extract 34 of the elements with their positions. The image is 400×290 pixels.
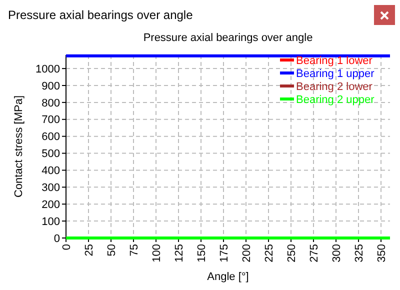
y-tick-label: 800 <box>42 97 60 110</box>
x-tick-label: 300 <box>330 244 343 262</box>
x-tick-label: 225 <box>263 244 276 262</box>
y-tick-label: 200 <box>42 198 60 211</box>
x-tick-label: 100 <box>150 244 163 262</box>
x-tick-label: 175 <box>218 244 230 262</box>
x-tick-label: 275 <box>308 244 320 262</box>
x-tick-label: 125 <box>173 244 186 262</box>
legend-label: Bearing 2 lower <box>296 80 373 93</box>
y-tick-label: 700 <box>42 114 60 126</box>
chart-title: Pressure axial bearings over angle <box>143 32 313 44</box>
y-tick-label: 0 <box>54 232 60 245</box>
y-tick-label: 500 <box>42 148 60 160</box>
x-tick-label: 200 <box>240 244 253 262</box>
y-tick-label: 400 <box>42 165 60 178</box>
x-tick-label: 350 <box>376 244 388 262</box>
x-tick-label: 75 <box>128 244 140 256</box>
x-tick-label: 25 <box>83 244 96 256</box>
x-tick-label: 150 <box>196 244 208 262</box>
y-tick-label: 100 <box>42 216 60 228</box>
y-tick-label: 900 <box>42 80 60 92</box>
x-tick-label: 325 <box>353 244 366 262</box>
legend-label: Bearing 2 upper <box>296 94 375 106</box>
x-axis-title: Angle [°] <box>207 271 249 283</box>
legend-label: Bearing 1 upper <box>296 68 375 80</box>
text: Pressure axial bearings over angle <box>8 8 194 22</box>
legend-label: Bearing 1 lower <box>296 54 373 67</box>
y-tick-label: 300 <box>42 182 60 194</box>
x-tick-label: 50 <box>106 244 118 256</box>
y-tick-label: 600 <box>42 131 60 144</box>
y-axis-title: Contact stress [MPa] <box>13 95 25 198</box>
y-tick-label: 1000 <box>36 63 60 76</box>
x-tick-label: 250 <box>286 244 298 262</box>
x-tick-label: 0 <box>60 244 73 250</box>
